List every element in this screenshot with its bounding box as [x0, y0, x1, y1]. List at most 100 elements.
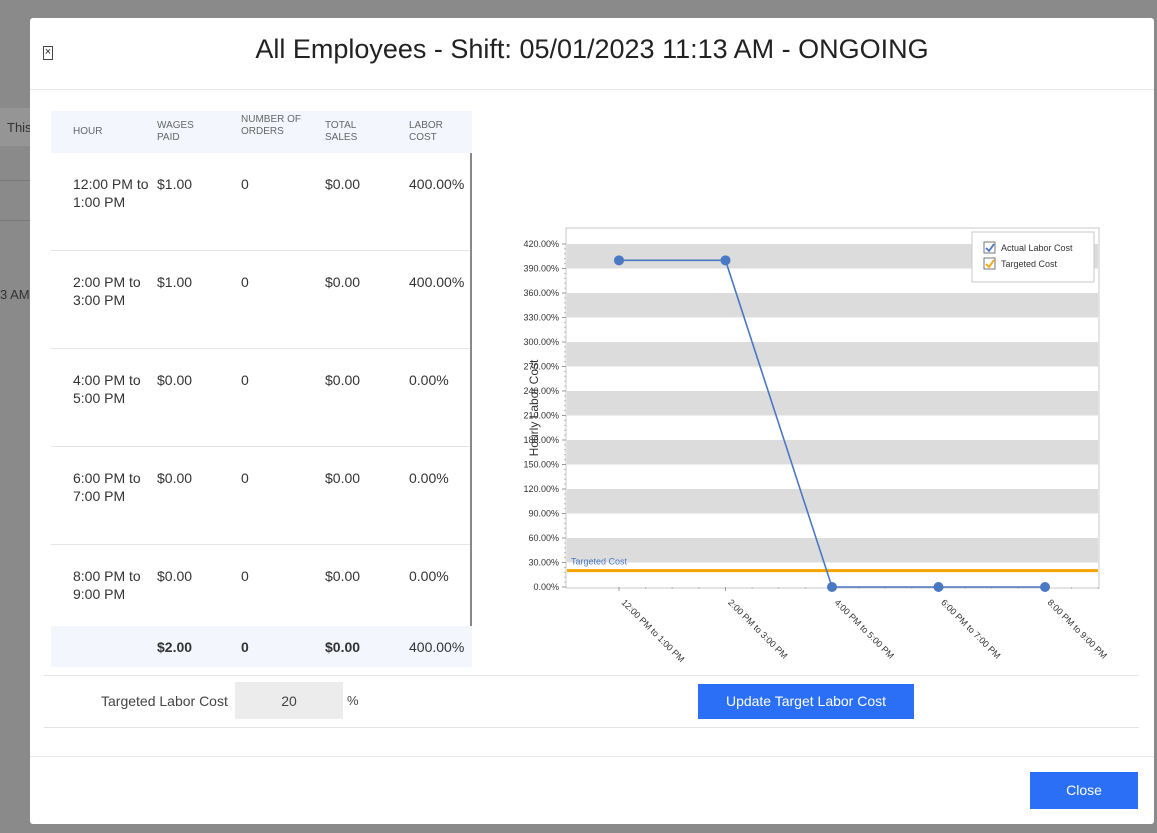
y-tick-label: 270.00%	[523, 362, 559, 372]
target-labor-row: Targeted Labor Cost % Update Target Labo…	[44, 676, 1139, 727]
grid-band	[567, 489, 1098, 514]
y-tick-label: 390.00%	[523, 264, 559, 274]
table-row: 8:00 PM to 9:00 PM $0.00 0 $0.00 0.00%	[51, 545, 470, 626]
target-labor-label: Targeted Labor Cost	[101, 693, 228, 709]
y-tick-label: 120.00%	[523, 484, 559, 494]
table-cell: 0.00%	[409, 470, 449, 486]
table-row: 12:00 PM to 1:00 PM $1.00 0 $0.00 400.00%	[51, 153, 470, 251]
background-text: This	[7, 120, 32, 135]
y-tick-label: 30.00%	[528, 558, 559, 568]
table-cell: 0.00%	[409, 372, 449, 388]
table-cell: 0	[241, 568, 249, 584]
divider	[44, 727, 1139, 728]
y-axis-label: Hourly Labor Cost	[527, 359, 541, 456]
background-divider	[0, 220, 40, 221]
modal-title: All Employees - Shift: 05/01/2023 11:13 …	[255, 34, 929, 64]
y-tick-label: 300.00%	[523, 337, 559, 347]
column-header: NUMBER OF ORDERS	[241, 114, 301, 137]
x-tick-label: 2:00 PM to 3:00 PM	[726, 597, 789, 660]
data-point	[933, 582, 944, 592]
table-row: 2:00 PM to 3:00 PM $1.00 0 $0.00 400.00%	[51, 251, 470, 349]
table-total-cell: 0	[241, 639, 249, 655]
table-cell: $0.00	[157, 568, 193, 584]
table-row: 6:00 PM to 7:00 PM $0.00 0 $0.00 0.00%	[51, 447, 470, 545]
legend-checkbox	[983, 257, 996, 270]
target-cost-label: Targeted Cost	[571, 557, 628, 567]
hourly-labor-table: HOUR WAGES PAID NUMBER OF ORDERS TOTAL SALE…	[51, 111, 472, 667]
y-tick-label: 420.00%	[523, 239, 559, 249]
table-cell: 0	[241, 274, 249, 290]
labor-cost-modal: × All Employees - Shift: 05/01/2023 11:1…	[30, 18, 1154, 824]
table-cell: $1.00	[157, 176, 193, 192]
table-cell: 2:00 PM to 3:00 PM	[73, 274, 141, 308]
table-cell: 0	[241, 372, 249, 388]
table-cell: 400.00%	[409, 176, 465, 192]
x-tick-label: 4:00 PM to 5:00 PM	[833, 597, 896, 660]
grid-band	[567, 440, 1098, 465]
legend-checkbox	[983, 241, 996, 254]
target-labor-input[interactable]	[235, 682, 343, 719]
table-cell: 12:00 PM to 1:00 PM	[73, 176, 149, 210]
update-target-button[interactable]: Update Target Labor Cost	[698, 684, 914, 719]
table-footer: $2.00 0 $0.00 400.00%	[51, 626, 472, 667]
checkmark-icon	[985, 259, 995, 269]
data-point	[720, 255, 731, 266]
x-tick-label: 8:00 PM to 9:00 PM	[1046, 597, 1109, 660]
y-tick-label: 60.00%	[528, 533, 559, 543]
table-cell: $0.00	[325, 274, 361, 290]
table-cell: 4:00 PM to 5:00 PM	[73, 372, 141, 406]
table-cell: 0.00%	[409, 568, 449, 584]
table-total-cell: $2.00	[157, 639, 193, 655]
column-header: HOUR	[73, 126, 103, 137]
table-total-cell: 400.00%	[409, 639, 465, 655]
table-cell: 8:00 PM to 9:00 PM	[73, 568, 141, 602]
y-tick-label: 330.00%	[523, 313, 559, 323]
y-tick-label: 180.00%	[523, 435, 559, 445]
y-tick-label: 0.00%	[533, 582, 559, 592]
table-cell: $0.00	[325, 568, 361, 584]
table-cell: $0.00	[325, 176, 361, 192]
data-point	[614, 255, 624, 266]
modal-footer: Close	[30, 756, 1154, 824]
modal-header: × All Employees - Shift: 05/01/2023 11:1…	[30, 18, 1154, 90]
y-tick-label: 360.00%	[523, 288, 559, 298]
table-cell: $1.00	[157, 274, 193, 290]
background-divider	[0, 180, 40, 181]
grid-band	[567, 391, 1098, 416]
grid-band	[567, 293, 1098, 318]
data-point	[1040, 582, 1050, 592]
table-body[interactable]: 12:00 PM to 1:00 PM $1.00 0 $0.00 400.00% 2:0…	[51, 153, 472, 626]
y-tick-label: 210.00%	[523, 411, 559, 421]
table-cell: $0.00	[325, 372, 361, 388]
table-row: 4:00 PM to 5:00 PM $0.00 0 $0.00 0.00%	[51, 349, 470, 447]
column-header: LABOR COST	[409, 120, 443, 143]
data-point	[827, 582, 837, 592]
table-cell: $0.00	[157, 372, 193, 388]
grid-band	[567, 538, 1098, 563]
legend-label: Targeted Cost	[1001, 259, 1058, 269]
table-cell: 6:00 PM to 7:00 PM	[73, 470, 141, 504]
divider	[44, 675, 1139, 676]
y-tick-label: 90.00%	[528, 509, 559, 519]
legend-box	[971, 231, 1095, 283]
grid-band	[567, 342, 1098, 367]
table-header: HOUR WAGES PAID NUMBER OF ORDERS TOTAL SALE…	[51, 111, 472, 153]
close-icon[interactable]: ×	[43, 46, 53, 60]
table-cell: 0	[241, 470, 249, 486]
x-tick-label: 6:00 PM to 7:00 PM	[939, 597, 1002, 660]
table-cell: $0.00	[157, 470, 193, 486]
column-header: TOTAL SALES	[325, 120, 358, 143]
column-header: WAGES PAID	[157, 120, 194, 143]
legend-label: Actual Labor Cost	[1001, 243, 1073, 253]
labor-cost-chart: 0.00% 30.00% 60.00% 90.00% 120.00% 150.00% 180…	[490, 218, 1150, 678]
percent-unit: %	[347, 693, 359, 708]
checkmark-icon	[985, 243, 995, 253]
table-cell: 0	[241, 176, 249, 192]
close-button[interactable]: Close	[1030, 772, 1138, 809]
x-tick-label: 12:00 PM to 1:00 PM	[620, 597, 687, 664]
table-cell: $0.00	[325, 470, 361, 486]
table-cell: 400.00%	[409, 274, 465, 290]
chart-svg: 0.00% 30.00% 60.00% 90.00% 120.00% 150.00% 180…	[523, 227, 1109, 664]
y-tick-label: 240.00%	[523, 386, 559, 396]
y-tick-label: 150.00%	[523, 460, 559, 470]
